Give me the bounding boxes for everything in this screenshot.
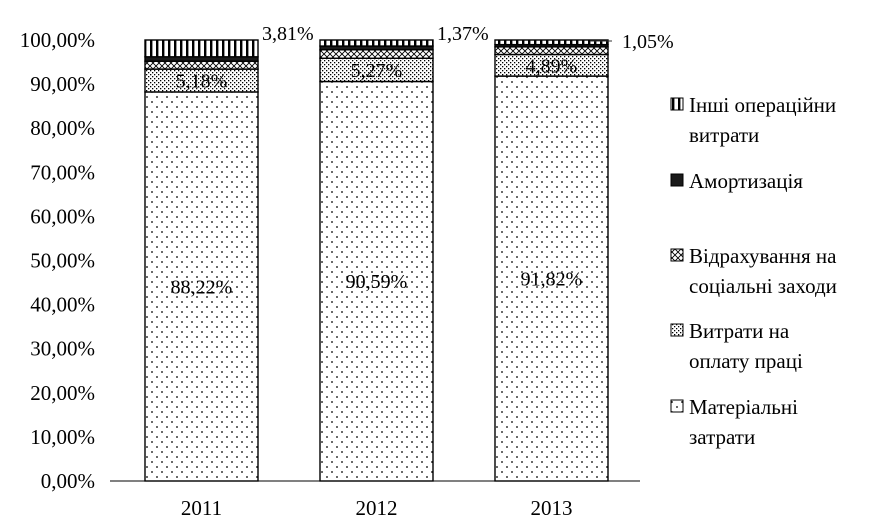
data-label: 1,05% bbox=[622, 31, 674, 53]
legend-label: Інші операційни bbox=[689, 93, 836, 117]
bar-segment bbox=[319, 49, 434, 59]
data-label: 4,89% bbox=[526, 55, 578, 77]
data-label: 88,22% bbox=[171, 276, 233, 298]
legend-swatch bbox=[670, 173, 684, 187]
legend-label: соціальні заходи bbox=[689, 274, 837, 298]
bar-segment bbox=[144, 39, 259, 58]
legend-label: оплату праці bbox=[689, 349, 803, 373]
legend-label: Матеріальні bbox=[689, 395, 798, 419]
data-label: 1,37% bbox=[437, 23, 489, 45]
bar-segment bbox=[144, 60, 259, 70]
y-tick-label: 50,00% bbox=[30, 249, 95, 273]
y-tick-label: 20,00% bbox=[30, 381, 95, 405]
y-tick-label: 100,00% bbox=[20, 28, 95, 52]
y-tick-label: 40,00% bbox=[30, 293, 95, 317]
legend-label: витрати bbox=[689, 123, 759, 147]
y-tick-label: 30,00% bbox=[30, 337, 95, 361]
legend: Інші операційни витрати Амортизація Відраху… bbox=[670, 93, 837, 449]
data-labels: 88,22% 90,59% 91,82% 5,18% 5,27% 4,89% 3,81% 1,… bbox=[171, 23, 674, 298]
y-tick-label: 80,00% bbox=[30, 116, 95, 140]
legend-swatch bbox=[670, 97, 684, 111]
data-label: 3,81% bbox=[262, 23, 314, 45]
y-tick-label: 0,00% bbox=[41, 469, 95, 493]
x-tick-label: 2012 bbox=[356, 496, 398, 520]
bar-segment bbox=[319, 80, 434, 482]
bar-segment bbox=[494, 39, 609, 46]
bar-segment bbox=[494, 46, 609, 56]
x-tick-label: 2013 bbox=[531, 496, 573, 520]
x-axis: 2011 2012 2013 bbox=[110, 480, 640, 520]
bars bbox=[144, 39, 609, 482]
data-label: 90,59% bbox=[346, 271, 408, 293]
legend-label: затрати bbox=[689, 425, 755, 449]
data-label: 5,27% bbox=[351, 60, 403, 82]
bar-segment bbox=[144, 91, 259, 482]
legend-label: Витрати на bbox=[689, 319, 790, 343]
data-label: 91,82% bbox=[521, 269, 583, 291]
legend-swatch bbox=[670, 399, 684, 413]
legend-swatch bbox=[670, 323, 684, 337]
legend-label: Амортизація bbox=[689, 169, 803, 193]
x-tick-label: 2011 bbox=[181, 496, 222, 520]
data-label: 5,18% bbox=[176, 71, 228, 93]
bar-segment bbox=[319, 39, 434, 47]
y-tick-label: 90,00% bbox=[30, 72, 95, 96]
y-tick-label: 70,00% bbox=[30, 160, 95, 184]
y-tick-label: 60,00% bbox=[30, 204, 95, 228]
y-tick-label: 10,00% bbox=[30, 425, 95, 449]
legend-label: Відрахування на bbox=[689, 244, 837, 268]
legend-swatch bbox=[670, 248, 684, 262]
y-axis: 0,00% 10,00% 20,00% 30,00% 40,00% 50,00% 60,00… bbox=[20, 28, 95, 493]
